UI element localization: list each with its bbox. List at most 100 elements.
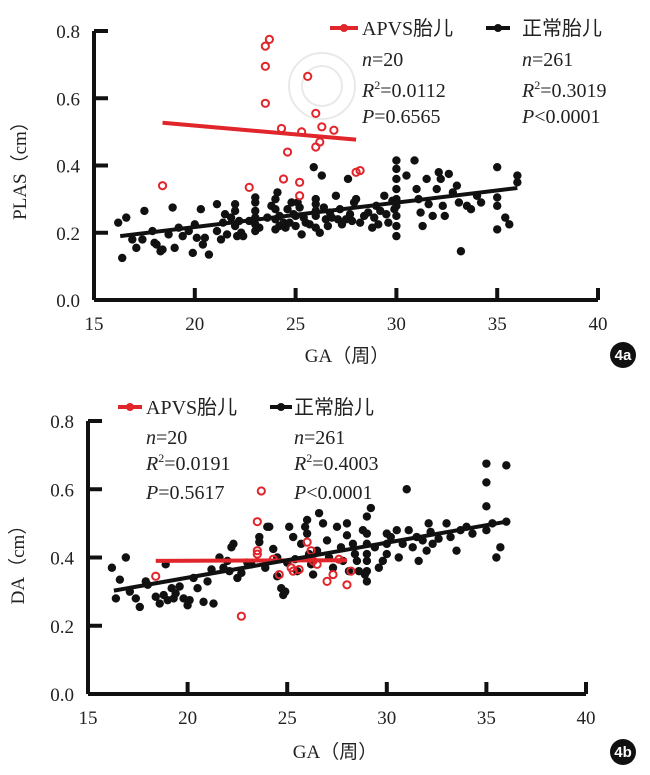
x-tick-label: 30 xyxy=(387,314,406,335)
normal-point xyxy=(196,205,206,214)
normal-point xyxy=(412,184,421,194)
normal-point xyxy=(424,199,433,209)
normal-point xyxy=(300,522,310,531)
normal-point xyxy=(438,201,447,211)
normal-point xyxy=(386,532,395,542)
normal-point xyxy=(265,522,274,531)
normal-point xyxy=(442,519,451,528)
stat-normal-p-4b: P<0.0001 xyxy=(293,482,373,504)
normal-point xyxy=(362,556,372,566)
normal-point xyxy=(392,221,401,231)
normal-point xyxy=(384,218,393,227)
normal-point xyxy=(131,594,141,603)
normal-point xyxy=(416,208,425,217)
apvs-point xyxy=(236,611,246,621)
apvs-point xyxy=(282,147,293,157)
x-tick-label: 40 xyxy=(577,708,596,729)
legend-normal-label-4a: 正常胎儿 xyxy=(522,17,602,40)
normal-point xyxy=(382,549,391,559)
x-tick-label: 25 xyxy=(286,314,305,335)
normal-point xyxy=(408,543,417,552)
legend-normal-marker-4b xyxy=(277,403,285,411)
apvs-point xyxy=(252,517,262,527)
normal-point xyxy=(271,194,280,204)
y-tick-label: 0.4 xyxy=(50,549,74,570)
normal-point xyxy=(362,512,372,521)
normal-point xyxy=(404,526,413,535)
normal-point xyxy=(281,587,290,596)
x-tick-label: 20 xyxy=(185,314,204,335)
stat-normal-p-4a: P<0.0001 xyxy=(521,106,601,128)
normal-point xyxy=(251,198,260,207)
normal-point xyxy=(343,174,353,184)
normal-point xyxy=(216,235,226,244)
apvs-fit-line xyxy=(162,120,357,142)
y-tick-label: 0.2 xyxy=(56,224,80,245)
normal-point xyxy=(128,235,137,244)
normal-point xyxy=(428,211,437,221)
normal-point xyxy=(392,164,401,174)
normal-point xyxy=(382,210,391,219)
normal-point xyxy=(493,201,502,211)
x-tick-label: 25 xyxy=(278,708,297,729)
normal-point xyxy=(482,526,491,535)
apvs-point xyxy=(260,41,270,51)
normal-point xyxy=(394,553,403,562)
apvs-point xyxy=(260,98,270,108)
normal-point xyxy=(251,206,260,216)
normal-point xyxy=(352,556,362,566)
legend-normal-label-4b: 正常胎儿 xyxy=(294,396,374,419)
apvs-point xyxy=(355,165,365,176)
normal-point xyxy=(505,220,514,229)
normal-point xyxy=(350,549,360,559)
normal-point xyxy=(501,213,510,222)
normal-point xyxy=(178,231,187,241)
normal-point xyxy=(362,577,372,586)
normal-point xyxy=(209,599,218,608)
normal-point xyxy=(392,184,401,194)
apvs-point xyxy=(157,181,168,191)
apvs-point xyxy=(295,191,305,201)
apvs-point xyxy=(294,564,304,575)
legend-apvs-label-4a: APVS胎儿 xyxy=(362,17,453,40)
normal-point xyxy=(317,171,327,180)
normal-point xyxy=(113,218,123,227)
apvs-point xyxy=(311,108,321,118)
normal-point xyxy=(342,519,352,528)
normal-point xyxy=(255,537,264,547)
normal-point xyxy=(348,539,358,549)
normal-point xyxy=(392,156,401,165)
normal-point xyxy=(255,223,264,232)
x-tick-label: 35 xyxy=(477,708,496,729)
normal-point xyxy=(291,221,300,231)
normal-point xyxy=(434,534,443,543)
normal-point xyxy=(297,230,306,239)
y-tick-label: 0.2 xyxy=(50,617,74,638)
normal-point xyxy=(374,220,383,229)
normal-point xyxy=(466,205,476,214)
normal-point xyxy=(193,584,202,593)
normal-point xyxy=(152,240,161,249)
x-tick-label: 30 xyxy=(377,708,396,729)
normal-point xyxy=(392,231,401,241)
apvs-point xyxy=(295,177,305,187)
normal-point xyxy=(493,193,502,202)
normal-point xyxy=(345,210,355,219)
normal-point xyxy=(158,245,167,254)
normal-point xyxy=(342,531,352,540)
normal-point xyxy=(422,546,431,555)
stat-apvs-n-4a: n=20 xyxy=(362,49,403,71)
apvs-point xyxy=(274,569,284,580)
apvs-point xyxy=(244,182,254,192)
normal-point xyxy=(392,211,401,221)
y-tick-label: 0.4 xyxy=(56,157,80,178)
stat-apvs-p-4b: P=0.5617 xyxy=(145,482,225,504)
apvs-point xyxy=(302,537,312,547)
apvs-point xyxy=(252,546,262,556)
normal-point xyxy=(138,235,147,244)
normal-point xyxy=(170,243,179,253)
normal-point xyxy=(492,553,501,562)
chart-4b-xlabel: GA（周） xyxy=(293,741,377,763)
normal-point xyxy=(315,228,324,237)
normal-point xyxy=(302,529,312,538)
